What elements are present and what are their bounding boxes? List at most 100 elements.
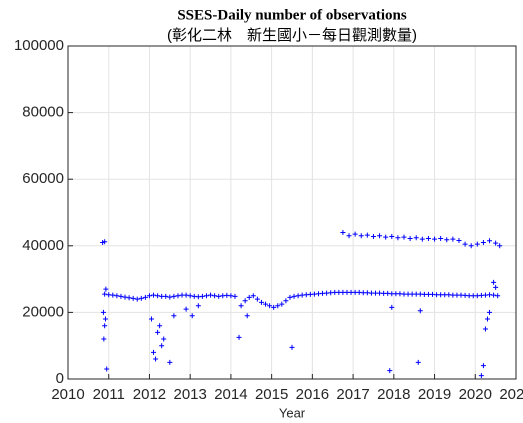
point bbox=[130, 295, 136, 301]
point bbox=[236, 334, 242, 340]
point bbox=[413, 235, 419, 241]
point bbox=[153, 356, 159, 362]
point bbox=[346, 233, 352, 239]
point bbox=[100, 309, 106, 315]
point bbox=[370, 233, 376, 239]
point bbox=[495, 293, 501, 299]
point bbox=[425, 235, 431, 241]
point bbox=[258, 299, 264, 305]
point bbox=[216, 293, 222, 299]
point bbox=[279, 301, 285, 307]
point bbox=[263, 301, 269, 307]
point bbox=[456, 237, 462, 243]
point bbox=[208, 292, 214, 298]
point bbox=[389, 233, 395, 239]
point bbox=[493, 284, 499, 290]
point bbox=[187, 293, 193, 299]
x-tick-label: 2021 bbox=[499, 386, 523, 403]
y-tick-label: 80000 bbox=[22, 104, 64, 121]
point bbox=[267, 303, 273, 309]
point bbox=[199, 293, 205, 299]
point bbox=[122, 294, 128, 300]
point bbox=[289, 344, 295, 350]
x-tick-label: 2017 bbox=[336, 386, 369, 403]
point bbox=[295, 293, 301, 299]
point bbox=[493, 240, 499, 246]
y-tick-label: 60000 bbox=[22, 170, 64, 187]
x-tick-label: 2011 bbox=[93, 386, 125, 403]
point bbox=[183, 292, 189, 298]
point bbox=[102, 323, 108, 329]
plot-frame bbox=[67, 45, 517, 380]
chart-subtitle: (彰化二林 新生國小－每日觀測數量) bbox=[167, 26, 417, 44]
point bbox=[497, 243, 503, 249]
point bbox=[377, 233, 383, 239]
point bbox=[480, 239, 486, 245]
y-tick-label: 100000 bbox=[14, 37, 64, 54]
point bbox=[352, 231, 358, 237]
point bbox=[232, 293, 238, 299]
point bbox=[275, 303, 281, 309]
point bbox=[155, 293, 161, 299]
point bbox=[438, 235, 444, 241]
x-tick-label: 2018 bbox=[377, 386, 410, 403]
point bbox=[358, 233, 364, 239]
point bbox=[478, 373, 484, 379]
point bbox=[291, 293, 297, 299]
x-tick-label: 2015 bbox=[255, 386, 288, 403]
point bbox=[389, 304, 395, 310]
point bbox=[118, 293, 124, 299]
x-tick-label: 2010 bbox=[51, 386, 84, 403]
point bbox=[167, 294, 173, 300]
point bbox=[142, 294, 148, 300]
point bbox=[175, 293, 181, 299]
point bbox=[244, 313, 250, 319]
point bbox=[462, 241, 468, 247]
point bbox=[401, 234, 407, 240]
point bbox=[161, 336, 167, 342]
point bbox=[157, 323, 163, 329]
point bbox=[183, 306, 189, 312]
point bbox=[167, 359, 173, 365]
x-tick-label: 2012 bbox=[133, 386, 166, 403]
point bbox=[151, 349, 157, 355]
x-tick-label: 2014 bbox=[214, 386, 247, 403]
point bbox=[271, 304, 277, 310]
point bbox=[415, 359, 421, 365]
point bbox=[242, 298, 248, 304]
point bbox=[487, 238, 493, 244]
chart-title: SSES-Daily number of observations bbox=[177, 7, 407, 23]
point bbox=[419, 236, 425, 242]
y-tick-label: 40000 bbox=[22, 237, 64, 254]
point bbox=[171, 293, 177, 299]
point bbox=[383, 234, 389, 240]
point bbox=[163, 293, 169, 299]
y-tick-label: 20000 bbox=[22, 303, 64, 320]
point bbox=[126, 295, 132, 301]
point bbox=[148, 316, 154, 322]
point bbox=[102, 291, 108, 297]
point bbox=[138, 295, 144, 301]
point bbox=[110, 292, 116, 298]
point bbox=[195, 303, 201, 309]
point bbox=[155, 329, 161, 335]
point bbox=[151, 292, 157, 298]
point bbox=[228, 293, 234, 299]
x-tick-label: 2019 bbox=[418, 386, 451, 403]
point bbox=[474, 241, 480, 247]
point bbox=[104, 366, 110, 372]
point bbox=[254, 296, 260, 302]
point bbox=[203, 293, 209, 299]
point bbox=[387, 368, 393, 374]
point bbox=[487, 309, 493, 315]
point bbox=[189, 313, 195, 319]
point bbox=[444, 237, 450, 243]
point bbox=[450, 236, 456, 242]
point bbox=[159, 343, 165, 349]
x-tick-label: 2020 bbox=[459, 386, 492, 403]
point bbox=[238, 303, 244, 309]
point bbox=[395, 235, 401, 241]
point bbox=[340, 229, 346, 235]
